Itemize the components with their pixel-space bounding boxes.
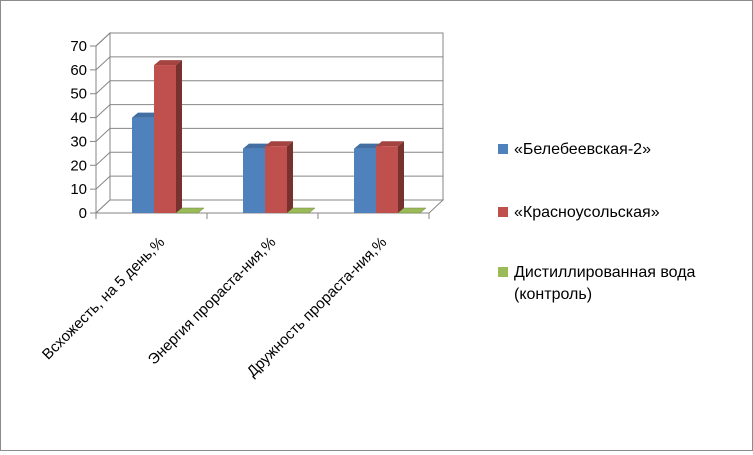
gridline xyxy=(95,104,443,118)
legend-label: «Красноусольская» xyxy=(514,204,660,221)
y-tick-label: 30 xyxy=(70,133,87,150)
x-axis-labels: Всхожесть, на 5 день,%Энергия прораста-н… xyxy=(39,234,390,381)
y-tick-label: 20 xyxy=(70,157,87,174)
bar xyxy=(286,207,316,214)
side-wall xyxy=(95,31,111,215)
bar-top xyxy=(397,207,427,214)
legend-swatch xyxy=(498,207,508,217)
gridline xyxy=(95,32,443,47)
legend-item: «Белебеевская-2» xyxy=(498,141,651,158)
legend-item: Дистиллированная вода (контроль) xyxy=(498,264,696,303)
gridline xyxy=(95,56,443,71)
legend-label: Дистиллированная вода xyxy=(514,264,696,281)
bar-top xyxy=(175,207,205,214)
y-tick-label: 60 xyxy=(70,62,87,79)
bar-top xyxy=(376,141,404,147)
bar-side xyxy=(398,141,404,213)
bar-side xyxy=(176,60,182,214)
y-tick-label: 40 xyxy=(70,110,87,127)
bar-top xyxy=(243,143,271,149)
gridline xyxy=(95,80,443,95)
bar xyxy=(265,141,293,213)
x-category-label: Всхожесть, на 5 день,% xyxy=(39,234,168,363)
y-tick-label: 50 xyxy=(70,86,87,103)
bar-front xyxy=(243,148,265,213)
legend-item: «Красноусольская» xyxy=(498,204,660,221)
bar-front xyxy=(354,148,376,213)
x-category-label: Энергия прораста-ния,% xyxy=(145,234,280,369)
bar-top xyxy=(354,143,382,149)
bar-front xyxy=(376,146,398,213)
bar xyxy=(376,141,404,213)
gridline xyxy=(95,127,443,142)
bar-front xyxy=(265,146,287,213)
y-tick-label: 70 xyxy=(70,38,87,55)
legend: «Белебеевская-2» «Красноусольская» Дистилл… xyxy=(498,141,696,303)
bar-front xyxy=(132,117,154,213)
bar xyxy=(175,207,205,214)
bar-top xyxy=(265,141,293,147)
bar-top xyxy=(286,207,316,214)
gridline xyxy=(95,175,443,190)
bar-front xyxy=(154,65,176,213)
bar-side xyxy=(287,141,293,213)
gridlines xyxy=(95,32,443,190)
legend-label: «Белебеевская-2» xyxy=(514,141,651,158)
legend-label: (контроль) xyxy=(514,286,592,303)
bar-top xyxy=(154,60,182,66)
legend-swatch xyxy=(498,267,508,277)
bar-top xyxy=(132,112,160,118)
y-tick-label: 10 xyxy=(70,181,87,198)
y-tick-label: 0 xyxy=(79,205,87,222)
legend-swatch xyxy=(498,144,508,154)
bar xyxy=(397,207,427,214)
bar xyxy=(154,60,182,214)
gridline xyxy=(95,151,443,166)
bars-layer xyxy=(132,60,427,214)
